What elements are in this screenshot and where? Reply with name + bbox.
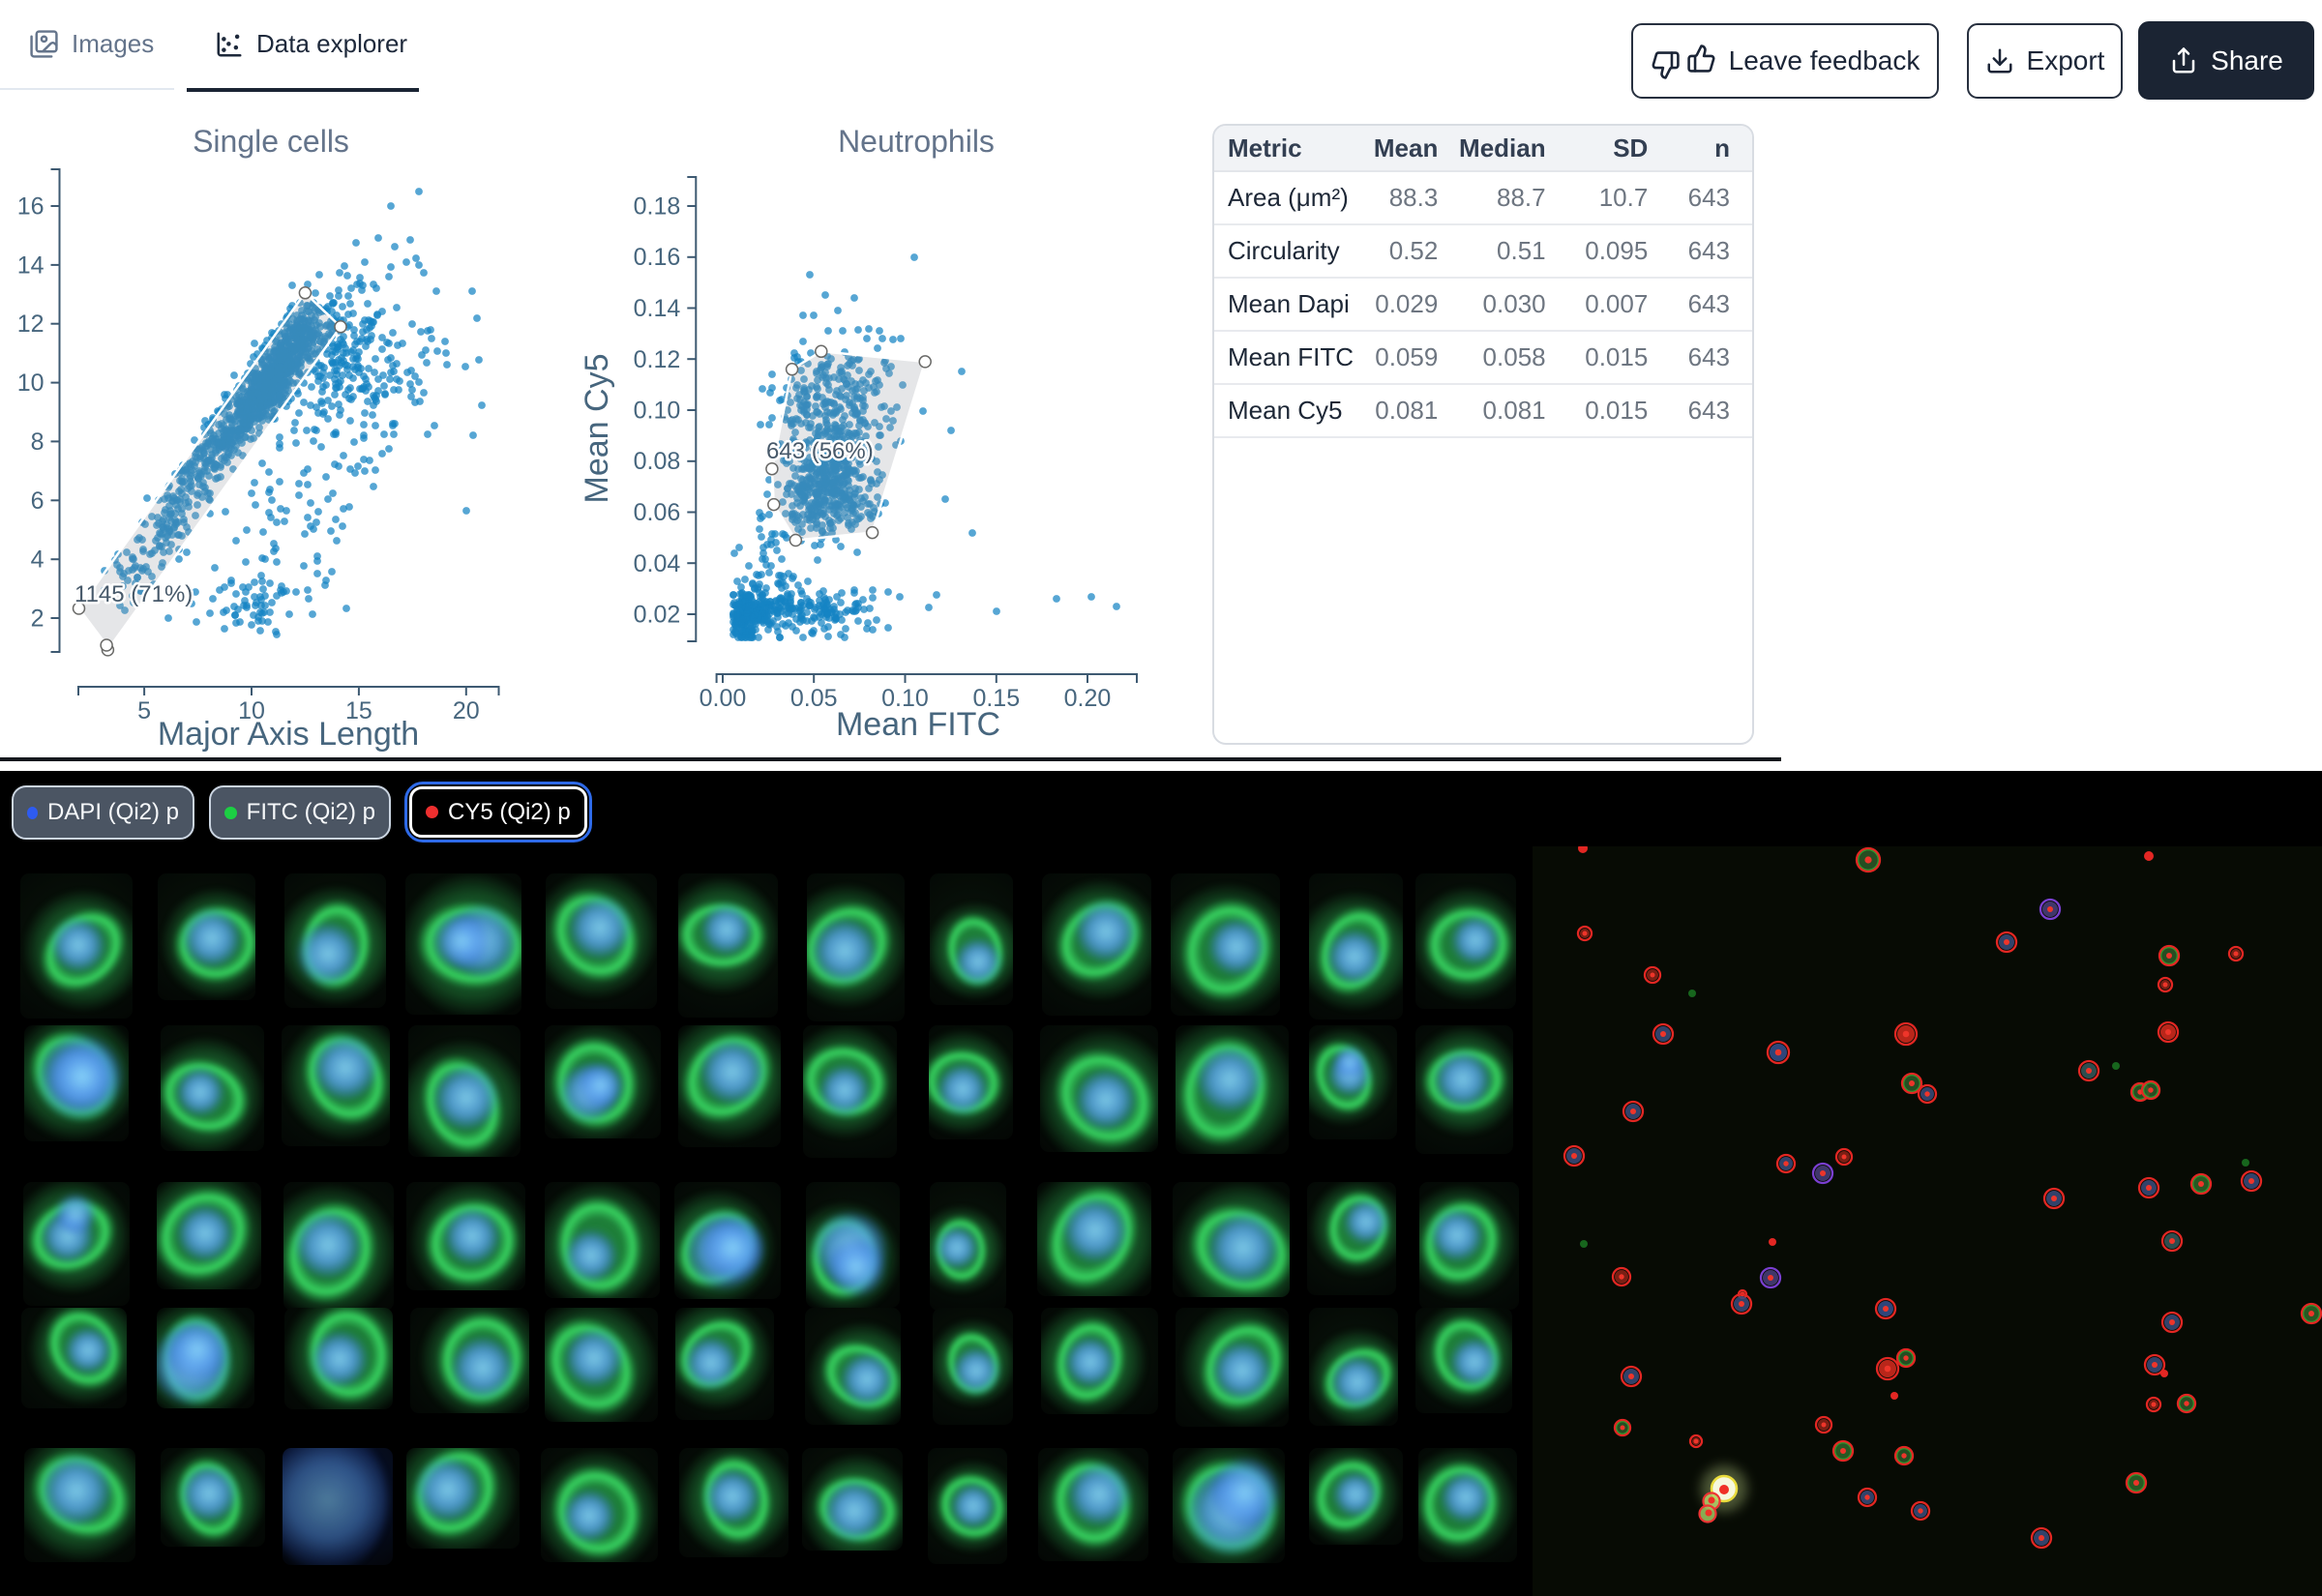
svg-text:15: 15 bbox=[345, 697, 372, 724]
svg-text:14: 14 bbox=[17, 251, 45, 279]
svg-text:0.04: 0.04 bbox=[634, 550, 681, 577]
svg-text:Mean Cy5: Mean Cy5 bbox=[579, 354, 615, 504]
svg-text:0.14: 0.14 bbox=[634, 295, 681, 322]
svg-text:0.00: 0.00 bbox=[700, 685, 747, 712]
svg-text:1145 (71%): 1145 (71%) bbox=[74, 581, 193, 607]
svg-text:0.10: 0.10 bbox=[634, 398, 681, 425]
svg-text:0.20: 0.20 bbox=[1064, 685, 1112, 712]
svg-text:643 (56%): 643 (56%) bbox=[766, 438, 874, 464]
svg-text:0.08: 0.08 bbox=[634, 448, 681, 475]
svg-text:0.05: 0.05 bbox=[790, 685, 838, 712]
svg-text:12: 12 bbox=[17, 310, 45, 338]
svg-text:16: 16 bbox=[17, 193, 45, 221]
svg-text:0.18: 0.18 bbox=[634, 193, 681, 221]
svg-text:8: 8 bbox=[31, 429, 45, 456]
svg-text:5: 5 bbox=[137, 697, 151, 724]
svg-text:Neutrophils: Neutrophils bbox=[838, 124, 995, 159]
svg-text:2: 2 bbox=[31, 606, 45, 633]
svg-text:20: 20 bbox=[453, 697, 480, 724]
svg-text:0.06: 0.06 bbox=[634, 499, 681, 526]
svg-text:0.10: 0.10 bbox=[881, 685, 929, 712]
svg-text:10: 10 bbox=[17, 369, 45, 397]
svg-text:0.15: 0.15 bbox=[972, 685, 1020, 712]
svg-text:6: 6 bbox=[31, 488, 45, 515]
svg-text:Mean FITC: Mean FITC bbox=[836, 706, 1000, 743]
svg-text:4: 4 bbox=[31, 547, 45, 574]
svg-text:0.02: 0.02 bbox=[634, 602, 681, 629]
svg-text:0.16: 0.16 bbox=[634, 244, 681, 271]
svg-text:Single cells: Single cells bbox=[193, 124, 349, 159]
svg-text:0.12: 0.12 bbox=[634, 346, 681, 373]
svg-text:10: 10 bbox=[238, 697, 265, 724]
svg-text:Major Axis Length: Major Axis Length bbox=[158, 716, 419, 753]
